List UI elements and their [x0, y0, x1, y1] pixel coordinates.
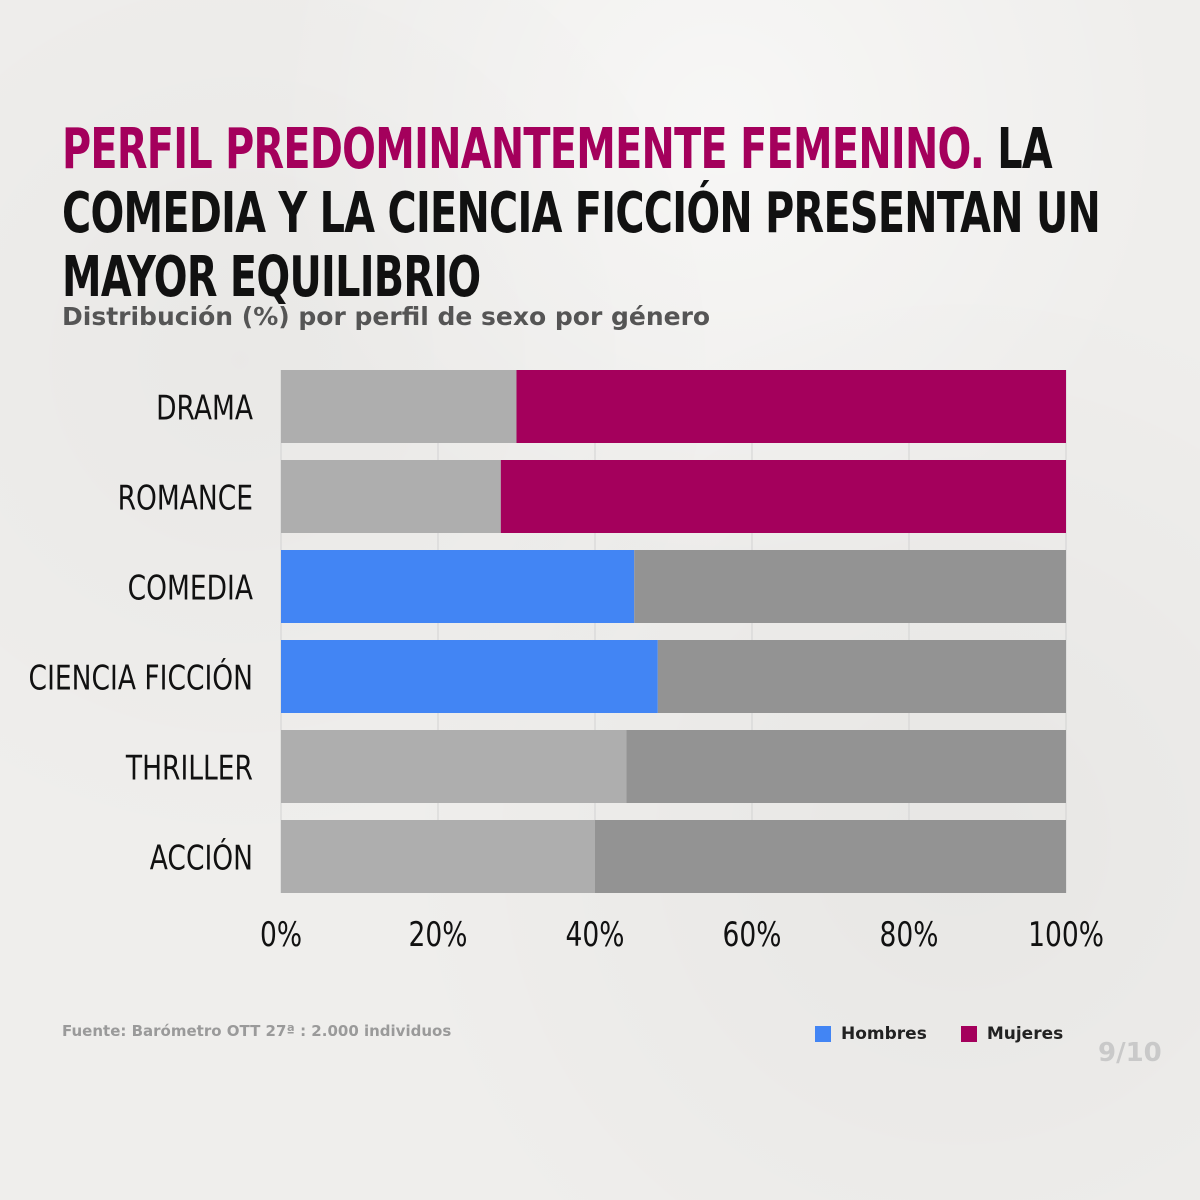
bar-segment-mujeres: [595, 820, 1066, 893]
chart-legend: Hombres Mujeres: [815, 1024, 1063, 1044]
legend-item-hombres: Hombres: [815, 1024, 927, 1044]
bar-segment-mujeres: [516, 370, 1066, 443]
category-label: ACCIÓN: [150, 837, 253, 878]
bar-segment-mujeres: [634, 550, 1066, 623]
category-label: CIENCIA FICCIÓN: [29, 657, 253, 698]
bar-segment-mujeres: [657, 640, 1066, 713]
x-tick-label: 40%: [566, 916, 625, 955]
legend-label-hombres: Hombres: [841, 1024, 927, 1044]
x-tick-label: 100%: [1028, 916, 1104, 955]
x-tick-label: 60%: [723, 916, 782, 955]
bar-segment-hombres: [281, 640, 658, 713]
legend-item-mujeres: Mujeres: [960, 1024, 1064, 1044]
bar-segment-hombres: [281, 730, 627, 803]
title-accent: PERFIL PREDOMINANTEMENTE FEMENINO.: [62, 117, 985, 182]
bar-segment-mujeres: [626, 730, 1066, 803]
legend-label-mujeres: Mujeres: [986, 1024, 1064, 1044]
source-note: Fuente: Barómetro OTT 27ª : 2.000 indivi…: [62, 1022, 452, 1040]
x-tick-label: 0%: [260, 916, 302, 955]
bar-segment-hombres: [281, 820, 595, 893]
bar-segment-mujeres: [500, 460, 1066, 533]
bar-segment-hombres: [281, 550, 635, 623]
bar-segment-hombres: [281, 460, 501, 533]
category-label: COMEDIA: [128, 569, 254, 608]
page-title: PERFIL PREDOMINANTEMENTE FEMENINO. LA CO…: [62, 118, 1148, 310]
bar-segment-hombres: [281, 370, 517, 443]
category-label: THRILLER: [125, 749, 253, 788]
page-number: 9/10: [1098, 1038, 1162, 1068]
title-rest: LA COMEDIA Y LA CIENCIA FICCIÓN PRESENTA…: [62, 117, 1101, 310]
category-label: ROMANCE: [118, 479, 253, 518]
chart-subtitle: Distribución (%) por perfil de sexo por …: [62, 302, 711, 331]
category-label: DRAMA: [156, 389, 253, 428]
x-tick-label: 80%: [880, 916, 939, 955]
legend-swatch-mujeres: [960, 1026, 977, 1042]
legend-swatch-hombres: [815, 1026, 831, 1042]
x-tick-label: 20%: [409, 916, 468, 955]
stacked-bar-chart: DRAMA ROMANCE COMEDIA CIENCIA FICCIÓN THRILL…: [29, 370, 1104, 955]
